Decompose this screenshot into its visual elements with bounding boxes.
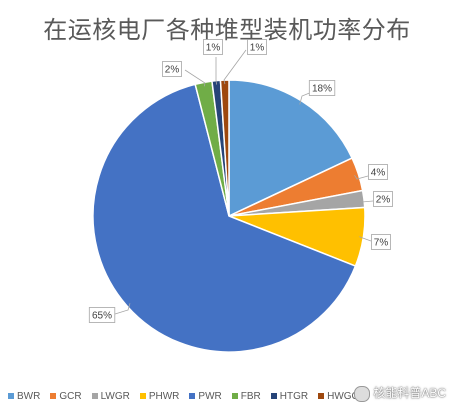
legend-swatch-pwr: [189, 393, 196, 400]
legend-label-htgr: HTGR: [279, 391, 309, 402]
pie-slice-hwgcr: [219, 79, 230, 217]
legend-item-pwr: PWR: [189, 391, 222, 402]
data-label-hwgcr: 1%: [250, 43, 265, 54]
legend-swatch-phwr: [139, 393, 146, 400]
legend-swatch-lwgr: [91, 393, 98, 400]
data-label-htgr: 1%: [206, 43, 221, 54]
data-label-box-pwr: [88, 307, 116, 323]
data-label-pwr: 65%: [92, 311, 112, 322]
legend-item-gcr: GCR: [50, 391, 82, 402]
legend-label-gcr: GCR: [59, 391, 82, 402]
data-label-fbr: 2%: [165, 65, 180, 76]
watermark-text: 核能科普ABC: [373, 386, 446, 400]
legend-item-hwgcr: HWGCR: [318, 391, 366, 402]
leader-line-bwr: [299, 91, 313, 105]
leader-line-phwr: [359, 236, 372, 242]
leader-line-htgr: [215, 57, 217, 85]
chart-title: 在运核电厂各种堆型装机功率分布: [43, 16, 411, 44]
data-label-box-fbr: [162, 61, 182, 77]
leader-line-pwr: [114, 303, 131, 315]
leader-line-lwgr: [359, 199, 374, 203]
data-label-box-bwr: [308, 80, 336, 96]
legend-label-hwgcr: HWGCR: [327, 391, 366, 402]
legend-swatch-gcr: [50, 393, 57, 400]
legend-label-phwr: PHWR: [148, 391, 180, 402]
legend-label-fbr: FBR: [240, 391, 261, 402]
watermark: 核能科普ABC: [354, 384, 446, 402]
legend-label-lwgr: LWGR: [100, 391, 130, 402]
leader-line-gcr: [354, 174, 369, 180]
leader-line-hwgcr: [223, 49, 247, 85]
pie-slice-bwr: [228, 79, 354, 218]
pie-slice-pwr: [92, 83, 357, 353]
data-label-phwr: 7%: [374, 238, 389, 249]
data-label-box-htgr: [203, 39, 223, 55]
legend-label-bwr: BWR: [17, 391, 41, 402]
legend-label-pwr: PWR: [198, 391, 222, 402]
legend-item-fbr: FBR: [231, 391, 261, 402]
wechat-icon: [354, 385, 371, 402]
legend-swatch-htgr: [270, 393, 277, 400]
data-label-bwr: 18%: [312, 84, 332, 95]
legend: BWR GCR LWGR PHWR PWR FBR HTGR HWGCR: [8, 391, 454, 402]
legend-item-htgr: HTGR: [270, 391, 309, 402]
data-label-box-hwgcr: [247, 39, 267, 55]
data-label-gcr: 4%: [371, 168, 386, 179]
legend-item-bwr: BWR: [8, 391, 40, 402]
legend-swatch-hwgcr: [318, 393, 325, 400]
legend-item-phwr: PHWR: [139, 391, 180, 402]
leader-line-fbr: [184, 69, 206, 87]
data-label-lwgr: 2%: [376, 195, 391, 206]
data-label-box-gcr: [368, 164, 388, 180]
legend-item-lwgr: LWGR: [91, 391, 130, 402]
data-label-box-phwr: [371, 234, 391, 250]
legend-swatch-fbr: [231, 393, 238, 400]
data-label-box-lwgr: [373, 191, 393, 207]
legend-swatch-bwr: [8, 393, 14, 400]
